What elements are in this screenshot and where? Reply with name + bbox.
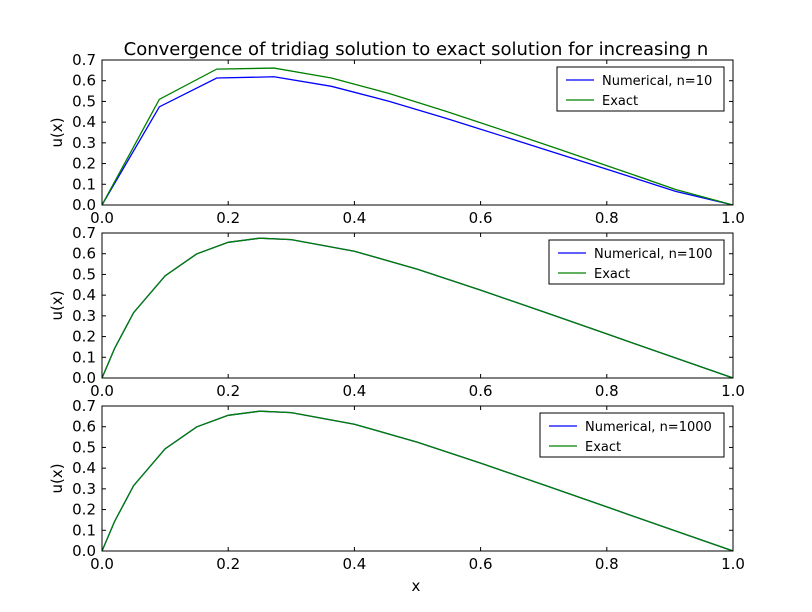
legend-label: Numerical, n=1000 xyxy=(585,420,712,435)
series-line-exact xyxy=(102,237,733,378)
y-tick-label: 0.6 xyxy=(72,418,96,436)
legend-label: Numerical, n=10 xyxy=(602,74,712,89)
y-tick-label: 0.0 xyxy=(72,369,96,387)
y-tick-label: 0.3 xyxy=(72,480,96,498)
y-axis-label: u(x) xyxy=(48,117,66,147)
x-tick-label: 0.6 xyxy=(469,555,493,573)
x-tick-label: 0.0 xyxy=(90,382,114,400)
subplot-2: 0.0 0.2 0.4 0.6 0.8 1.0 0.0 0.1 0.2 0.3 0.4 0.5 0.6 0… xyxy=(48,224,745,400)
y-tick-label: 0.7 xyxy=(72,51,96,69)
y-tick-label: 0.3 xyxy=(72,134,96,152)
legend-box xyxy=(548,239,725,285)
x-tick-label: 0.0 xyxy=(90,555,114,573)
legend-box xyxy=(556,66,725,112)
series-line-numerical xyxy=(102,76,733,205)
axes-frame xyxy=(101,405,734,552)
legend-label: Exact xyxy=(585,440,621,455)
y-tick-label: 0.4 xyxy=(72,286,96,304)
x-tick-label: 0.8 xyxy=(595,382,619,400)
subplot-3: 0.0 0.2 0.4 0.6 0.8 1.0 0.0 0.1 0.2 0.3 0.4 0.5 0.6 0… xyxy=(48,397,745,573)
y-axis-label: u(x) xyxy=(48,290,66,320)
y-tick-label: 0.7 xyxy=(72,224,96,242)
legend: Numerical, n=1000 Exact xyxy=(539,412,725,458)
legend: Numerical, n=100 Exact xyxy=(548,239,725,285)
legend-label: Exact xyxy=(602,94,638,109)
x-tick-label: 0.2 xyxy=(216,382,240,400)
x-tick-label: 0.4 xyxy=(342,209,366,227)
x-tick-label: 1.0 xyxy=(721,555,745,573)
x-tick-label: 0.6 xyxy=(469,382,493,400)
x-tick-label: 0.4 xyxy=(342,382,366,400)
axes-frame xyxy=(101,232,734,379)
x-tick-label: 0.2 xyxy=(216,555,240,573)
x-tick-label: 0.6 xyxy=(469,209,493,227)
y-tick-label: 0.2 xyxy=(72,501,96,519)
x-tick-label: 0.8 xyxy=(595,555,619,573)
legend: Numerical, n=10 Exact xyxy=(556,66,725,112)
y-tick-label: 0.0 xyxy=(72,542,96,560)
subplots: 0.0 0.2 0.4 0.6 0.8 1.0 0.0 0.1 0.2 0.3 0.4 0.5 0.6 0… xyxy=(48,51,745,573)
y-tick-label: 0.0 xyxy=(72,196,96,214)
y-tick-label: 0.4 xyxy=(72,113,96,131)
x-tick-label: 0.0 xyxy=(90,209,114,227)
y-tick-label: 0.2 xyxy=(72,328,96,346)
y-axis-label: u(x) xyxy=(48,463,66,493)
y-tick-label: 0.7 xyxy=(72,397,96,415)
y-tick-label: 0.3 xyxy=(72,307,96,325)
y-tick-label: 0.1 xyxy=(72,521,96,539)
series-line-exact xyxy=(102,410,733,551)
y-tick-label: 0.2 xyxy=(72,155,96,173)
y-tick-label: 0.5 xyxy=(72,438,96,456)
y-tick-label: 0.5 xyxy=(72,265,96,283)
subplot-1: 0.0 0.2 0.4 0.6 0.8 1.0 0.0 0.1 0.2 0.3 0.4 0.5 0.6 0… xyxy=(48,51,745,227)
legend-box xyxy=(539,412,725,458)
series-line-exact xyxy=(102,67,733,205)
x-axis-label: x xyxy=(412,577,421,595)
y-tick-label: 0.1 xyxy=(72,348,96,366)
y-tick-label: 0.5 xyxy=(72,92,96,110)
axes-frame xyxy=(101,59,734,206)
x-tick-label: 1.0 xyxy=(721,209,745,227)
y-tick-label: 0.6 xyxy=(72,72,96,90)
y-tick-label: 0.1 xyxy=(72,175,96,193)
legend-label: Exact xyxy=(594,267,630,282)
x-tick-label: 0.4 xyxy=(342,555,366,573)
chart-title: Convergence of tridiag solution to exact… xyxy=(124,39,709,60)
y-tick-label: 0.4 xyxy=(72,459,96,477)
x-tick-label: 0.2 xyxy=(216,209,240,227)
x-tick-label: 1.0 xyxy=(721,382,745,400)
legend-label: Numerical, n=100 xyxy=(594,247,713,262)
x-tick-label: 0.8 xyxy=(595,209,619,227)
y-tick-label: 0.6 xyxy=(72,245,96,263)
